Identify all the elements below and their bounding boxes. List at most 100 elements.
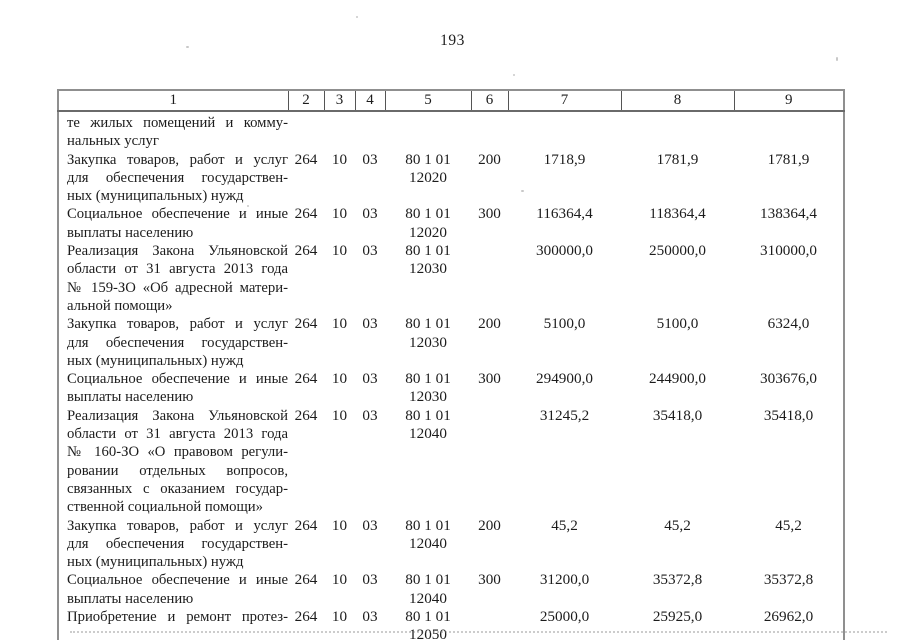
cell-amount-col9 — [734, 111, 844, 151]
cell-grbs-code: 264 — [294, 406, 318, 424]
column-header-8: 8 — [620, 89, 735, 112]
scan-speck — [836, 57, 838, 61]
row-name-line: ровании отдельных вопросов, — [67, 462, 288, 479]
cell-subsection-code: 03 — [362, 242, 378, 260]
cell-grbs-code: 264 — [294, 315, 318, 333]
row-name-line: альной помощи» — [67, 297, 173, 314]
cell-target-article-code: 80 1 01 12020 — [405, 150, 451, 186]
table-header-row: 1 2 3 4 5 6 7 8 9 — [57, 89, 845, 112]
table-row: Социальное обеспечение и иные выплаты нас… — [58, 571, 844, 608]
table-row: те жилых помещений и комму-нальных услуг — [58, 111, 844, 151]
cell-subsection-code: 03 — [362, 516, 378, 534]
cell-section-code: 10 — [331, 205, 348, 223]
row-name-line: ных (муниципальных) нужд — [67, 188, 244, 205]
cell-expense-type-code: 300 — [478, 571, 501, 589]
cell-expense-type-code — [471, 242, 508, 315]
cell-expense-type-code: 200 — [478, 516, 501, 534]
cell-target-article-code: 80 1 01 12020 — [405, 205, 451, 241]
row-name-cell: Социальное обеспечение и иные выплаты нас… — [58, 571, 288, 608]
cell-grbs-code: 264 — [294, 370, 318, 388]
cell-target-article-code: 80 1 01 12040 — [405, 406, 451, 443]
cell-subsection-code: 03 — [362, 150, 378, 168]
cell-grbs-code — [288, 111, 324, 151]
row-name-line: Закупка товаров, работ и услуг — [67, 517, 288, 534]
row-name-cell: Закупка товаров, работ и услуг для обеспе… — [58, 517, 288, 572]
cell-target-article-code — [385, 111, 471, 151]
cell-expense-type-code: 300 — [478, 370, 501, 388]
cell-amount-col8: 45,2 — [664, 516, 691, 534]
row-name-line: Приобретение и ремонт протез- — [67, 609, 288, 626]
scan-speck — [356, 16, 358, 18]
cell-amount-col7: 116364,4 — [536, 205, 593, 223]
cell-subsection-code: 03 — [362, 205, 378, 223]
cell-section-code: 10 — [331, 370, 348, 388]
row-name-line: Закупка товаров, работ и услуг — [67, 316, 288, 333]
cell-section-code: 10 — [331, 608, 348, 626]
cell-amount-col8: 118364,4 — [649, 205, 706, 223]
scan-speck — [521, 190, 524, 192]
cell-grbs-code: 264 — [294, 205, 318, 223]
cell-amount-col9: 310000,0 — [760, 242, 817, 260]
cell-amount-col8 — [621, 111, 734, 151]
row-name-line: Социальное обеспечение и иные — [67, 371, 288, 388]
row-name-cell: Закупка товаров, работ и услуг для обеспе… — [58, 315, 288, 370]
cell-target-article-code: 80 1 01 12030 — [405, 370, 451, 406]
row-name-line: Социальное обеспечение и иные — [67, 572, 288, 589]
cell-target-article-code: 80 1 01 12030 — [405, 315, 451, 351]
cell-expense-type-code: 200 — [478, 150, 501, 168]
cell-subsection-code: 03 — [362, 608, 378, 626]
cell-target-article-code: 80 1 01 12040 — [405, 571, 451, 607]
cell-section-code: 10 — [331, 150, 348, 168]
column-header-1: 1 — [57, 89, 289, 112]
scan-dotted-line — [70, 631, 887, 633]
column-header-7: 7 — [507, 89, 622, 112]
cell-grbs-code: 264 — [294, 150, 318, 168]
row-name-line: Социальное обеспечение и иные — [67, 206, 288, 223]
cell-subsection-code: 03 — [362, 315, 378, 333]
cell-subsection-code: 03 — [362, 370, 378, 388]
row-name-cell: Социальное обеспечение и иные выплаты нас… — [58, 370, 288, 407]
cell-amount-col8: 5100,0 — [656, 315, 699, 333]
row-name-line: Реализация Закона Ульяновской — [67, 407, 288, 424]
table-body: те жилых помещений и комму-нальных услуг… — [58, 111, 844, 640]
table-row: Закупка товаров, работ и услуг для обеспе… — [58, 151, 844, 206]
column-header-4: 4 — [354, 89, 386, 112]
cell-expense-type-code: 200 — [478, 315, 501, 333]
cell-section-code: 10 — [331, 406, 348, 424]
table-row: Социальное обеспечение и иные выплаты нас… — [58, 370, 844, 407]
budget-table: 1 2 3 4 5 6 7 8 9 те жилых помещений и к… — [57, 89, 845, 640]
cell-expense-type-code: 300 — [478, 205, 501, 223]
cell-amount-col7: 300000,0 — [536, 242, 593, 260]
cell-grbs-code: 264 — [294, 571, 318, 589]
row-name-line: выплаты населению — [67, 590, 194, 607]
row-name-cell: Закупка товаров, работ и услуг для обеспе… — [58, 151, 288, 206]
cell-expense-type-code — [471, 407, 508, 517]
cell-subsection-code: 03 — [362, 406, 378, 424]
cell-section-code: 10 — [331, 516, 348, 534]
cell-amount-col7: 5100,0 — [543, 315, 586, 333]
cell-grbs-code: 264 — [294, 516, 318, 534]
cell-section-code — [324, 111, 355, 151]
row-name-line: ственной социальной помощи» — [67, 499, 263, 516]
row-name-line: ных (муниципальных) нужд — [67, 554, 244, 571]
row-name-line: № 160-ЗО «О правовом регули- — [67, 444, 288, 461]
cell-amount-col9: 45,2 — [775, 516, 802, 534]
scan-speck — [247, 205, 249, 207]
column-header-2: 2 — [287, 89, 325, 112]
table-row: Реализация Закона Ульяновской области от … — [58, 407, 844, 517]
row-name-line: для обеспечения государствен- — [67, 334, 288, 351]
cell-amount-col8: 35418,0 — [652, 406, 703, 424]
row-name-cell: Реализация Закона Ульяновской области от … — [58, 242, 288, 315]
column-header-5: 5 — [384, 89, 472, 112]
cell-subsection-code — [355, 111, 385, 151]
column-header-3: 3 — [323, 89, 356, 112]
cell-subsection-code: 03 — [362, 571, 378, 589]
row-name-cell: Реализация Закона Ульяновской области от … — [58, 407, 288, 517]
cell-expense-type-code — [471, 608, 508, 640]
cell-amount-col9: 35372,8 — [763, 571, 814, 589]
row-name-line: Реализация Закона Ульяновской — [67, 243, 288, 260]
page-number: 193 — [440, 32, 465, 49]
row-name-cell: те жилых помещений и комму-нальных услуг — [58, 111, 288, 151]
row-name-line: ных (муниципальных) нужд — [67, 352, 244, 369]
